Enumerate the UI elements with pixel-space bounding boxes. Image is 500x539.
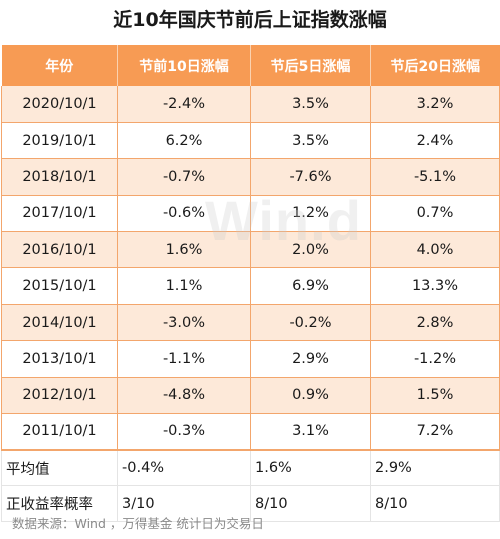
post5-cell: -7.6% xyxy=(250,158,371,196)
post20-cell: 2.8% xyxy=(370,304,500,342)
pre10-cell: -4.8% xyxy=(117,377,251,415)
pre10-cell: -0.6% xyxy=(117,195,251,233)
table-row: 2016/10/1 1.6% 2.0% 4.0% xyxy=(1,231,500,269)
table-row: 2014/10/1 -3.0% -0.2% 2.8% xyxy=(1,304,500,342)
pre10-cell: -0.3% xyxy=(117,413,251,451)
year-cell: 2014/10/1 xyxy=(1,304,118,342)
pre10-cell: -2.4% xyxy=(117,86,251,123)
pre10-cell: -3.0% xyxy=(117,304,251,342)
positive-rate-label: 正收益率概率 xyxy=(1,485,118,523)
average-label: 平均值 xyxy=(1,448,118,487)
average-pre10: -0.4% xyxy=(117,448,251,487)
post5-cell: 3.1% xyxy=(250,413,371,451)
positive-rate-row: 正收益率概率 3/10 8/10 8/10 xyxy=(1,485,500,523)
post5-cell: 6.9% xyxy=(250,267,371,305)
header-row: 年份 节前10日涨幅 节后5日涨幅 节后20日涨幅 xyxy=(1,45,500,86)
pre10-cell: -1.1% xyxy=(117,340,251,378)
column-header-post5: 节后5日涨幅 xyxy=(250,45,371,86)
post20-cell: 3.2% xyxy=(370,86,500,123)
table-row: 2019/10/1 6.2% 3.5% 2.4% xyxy=(1,122,500,160)
column-header-pre10: 节前10日涨幅 xyxy=(117,45,251,86)
post20-cell: 1.5% xyxy=(370,377,500,415)
data-table-container: 年份 节前10日涨幅 节后5日涨幅 节后20日涨幅 2020/10/1 -2.4%… xyxy=(1,45,500,523)
post5-cell: 3.5% xyxy=(250,122,371,160)
pre10-cell: 1.1% xyxy=(117,267,251,305)
post5-cell: 3.5% xyxy=(250,86,371,123)
pre10-cell: -0.7% xyxy=(117,158,251,196)
positive-rate-post5: 8/10 xyxy=(250,485,371,523)
post20-cell: -5.1% xyxy=(370,158,500,196)
year-cell: 2011/10/1 xyxy=(1,413,118,451)
data-table: 年份 节前10日涨幅 节后5日涨幅 节后20日涨幅 2020/10/1 -2.4%… xyxy=(1,45,500,523)
average-post5: 1.6% xyxy=(250,448,371,487)
year-cell: 2019/10/1 xyxy=(1,122,118,160)
year-cell: 2018/10/1 xyxy=(1,158,118,196)
source-note: 数据来源：Wind ，万得基金 统计日为交易日 xyxy=(12,516,264,531)
post5-cell: 2.9% xyxy=(250,340,371,378)
table-row: 2017/10/1 -0.6% 1.2% 0.7% xyxy=(1,195,500,233)
table-row: 2018/10/1 -0.7% -7.6% -5.1% xyxy=(1,158,500,196)
positive-rate-post20: 8/10 xyxy=(370,485,500,523)
year-cell: 2020/10/1 xyxy=(1,86,118,123)
column-header-post20: 节后20日涨幅 xyxy=(370,45,500,86)
post5-cell: 0.9% xyxy=(250,377,371,415)
post5-cell: 1.2% xyxy=(250,195,371,233)
pre10-cell: 1.6% xyxy=(117,231,251,269)
table-row: 2015/10/1 1.1% 6.9% 13.3% xyxy=(1,267,500,305)
positive-rate-pre10: 3/10 xyxy=(117,485,251,523)
year-cell: 2015/10/1 xyxy=(1,267,118,305)
table-row: 2013/10/1 -1.1% 2.9% -1.2% xyxy=(1,340,500,378)
post5-cell: -0.2% xyxy=(250,304,371,342)
post20-cell: 0.7% xyxy=(370,195,500,233)
post20-cell: 13.3% xyxy=(370,267,500,305)
post20-cell: 7.2% xyxy=(370,413,500,451)
post20-cell: -1.2% xyxy=(370,340,500,378)
table-row: 2011/10/1 -0.3% 3.1% 7.2% xyxy=(1,413,500,451)
page-title: 近10年国庆节前后上证指数涨幅 xyxy=(113,9,387,31)
year-cell: 2013/10/1 xyxy=(1,340,118,378)
year-cell: 2016/10/1 xyxy=(1,231,118,269)
post5-cell: 2.0% xyxy=(250,231,371,269)
table-row: 2012/10/1 -4.8% 0.9% 1.5% xyxy=(1,377,500,415)
average-row: 平均值 -0.4% 1.6% 2.9% xyxy=(1,448,500,487)
pre10-cell: 6.2% xyxy=(117,122,251,160)
average-post20: 2.9% xyxy=(370,448,500,487)
year-cell: 2012/10/1 xyxy=(1,377,118,415)
table-row: 2020/10/1 -2.4% 3.5% 3.2% xyxy=(1,86,500,123)
column-header-year: 年份 xyxy=(1,45,118,86)
post20-cell: 4.0% xyxy=(370,231,500,269)
year-cell: 2017/10/1 xyxy=(1,195,118,233)
post20-cell: 2.4% xyxy=(370,122,500,160)
